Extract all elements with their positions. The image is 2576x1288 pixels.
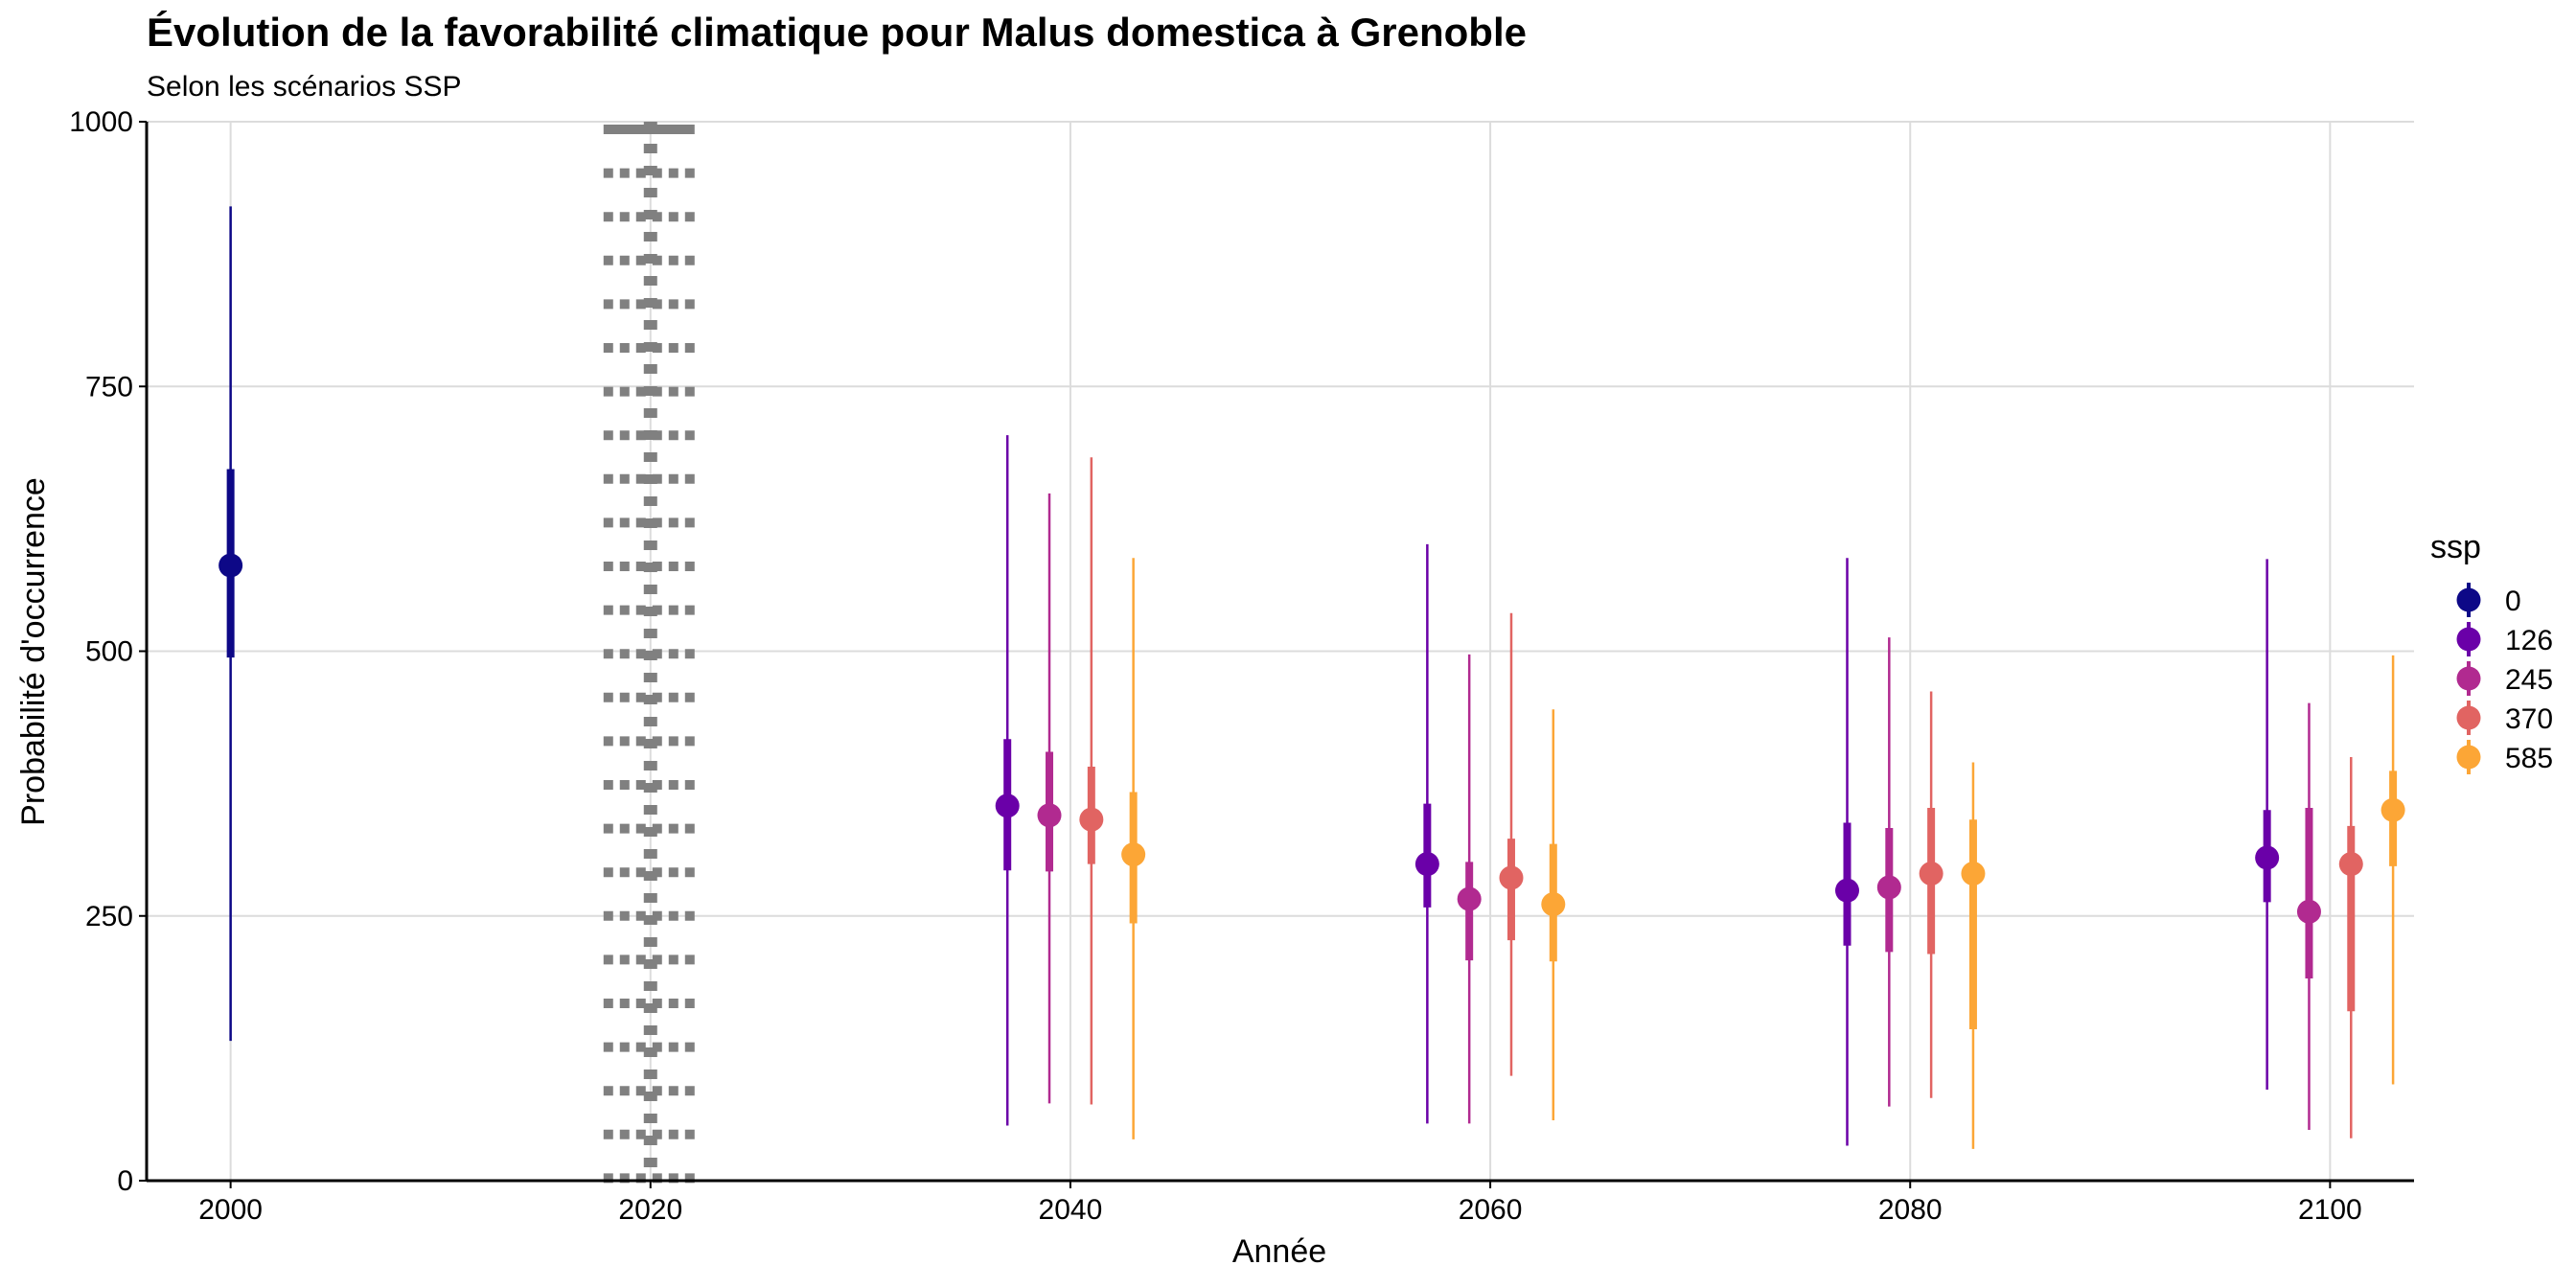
reference-line-2020: [603, 122, 700, 1184]
legend-key-point-245: [2456, 666, 2481, 691]
legend: ssp 0 126 245 370 585: [2430, 529, 2553, 774]
legend-label-126: 126: [2505, 625, 2553, 656]
legend-item-ssp245: 245: [2456, 661, 2553, 696]
legend-title: ssp: [2430, 529, 2481, 565]
y-tick-labels: 0 250 500 750 1000: [69, 106, 133, 1197]
point-ssp245-2059: [1457, 886, 1482, 911]
legend-label-245: 245: [2505, 664, 2553, 696]
legend-label-0: 0: [2505, 586, 2521, 617]
x-tick-label-2080: 2080: [1878, 1194, 1943, 1226]
point-ssp585-2063: [1541, 892, 1566, 917]
point-ssp370-2061: [1499, 865, 1524, 890]
legend-item-ssp126: 126: [2456, 622, 2553, 656]
x-tick-label-2020: 2020: [618, 1194, 682, 1226]
point-ssp585-2083: [1961, 862, 1986, 886]
legend-item-ssp0: 0: [2456, 583, 2521, 617]
legend-label-370: 370: [2505, 703, 2553, 735]
x-tick-label-2000: 2000: [198, 1194, 263, 1226]
point-ssp126-2057: [1414, 852, 1439, 877]
legend-label-585: 585: [2505, 743, 2553, 774]
chart-title: Évolution de la favorabilité climatique …: [147, 10, 1527, 55]
y-tick-label-1000: 1000: [69, 106, 133, 138]
point-ssp370-2081: [1919, 862, 1944, 886]
gridlines: [147, 121, 2414, 1188]
legend-key-point-370: [2456, 705, 2481, 730]
x-tick-label-2100: 2100: [2298, 1194, 2362, 1226]
chart-subtitle: Selon les scénarios SSP: [147, 71, 462, 103]
legend-item-ssp585: 585: [2456, 740, 2553, 774]
legend-key-point-585: [2456, 745, 2481, 770]
x-tick-label-2060: 2060: [1459, 1194, 1523, 1226]
y-tick-label-750: 750: [85, 371, 133, 402]
y-axis-title: Probabilité d'occurrence: [15, 477, 52, 826]
axes: [139, 121, 2414, 1183]
legend-key-point-0: [2456, 587, 2481, 612]
legend-key-point-126: [2456, 627, 2481, 652]
point-ssp126-2037: [995, 794, 1020, 818]
y-tick-label-250: 250: [85, 901, 133, 932]
point-ssp585-2103: [2380, 797, 2405, 822]
x-tick-label-2040: 2040: [1039, 1194, 1103, 1226]
point-ssp126-2077: [1835, 878, 1859, 903]
y-tick-label-0: 0: [117, 1165, 133, 1197]
legend-item-ssp370: 370: [2456, 701, 2553, 735]
point-ssp126-2097: [2255, 845, 2280, 870]
x-tick-labels: 2000 2020 2040 2060 2080 2100: [198, 1194, 2361, 1226]
point-ssp245-2039: [1037, 803, 1062, 828]
point-ssp245-2099: [2296, 899, 2321, 924]
data-marks: [218, 206, 2405, 1149]
point-ssp245-2079: [1876, 875, 1901, 900]
point-ssp0-2000: [218, 553, 243, 578]
point-ssp370-2041: [1079, 807, 1104, 832]
y-tick-label-500: 500: [85, 636, 133, 668]
point-ssp585-2043: [1121, 842, 1146, 867]
x-axis-title: Année: [1232, 1233, 1326, 1270]
point-ssp370-2101: [2338, 852, 2363, 877]
